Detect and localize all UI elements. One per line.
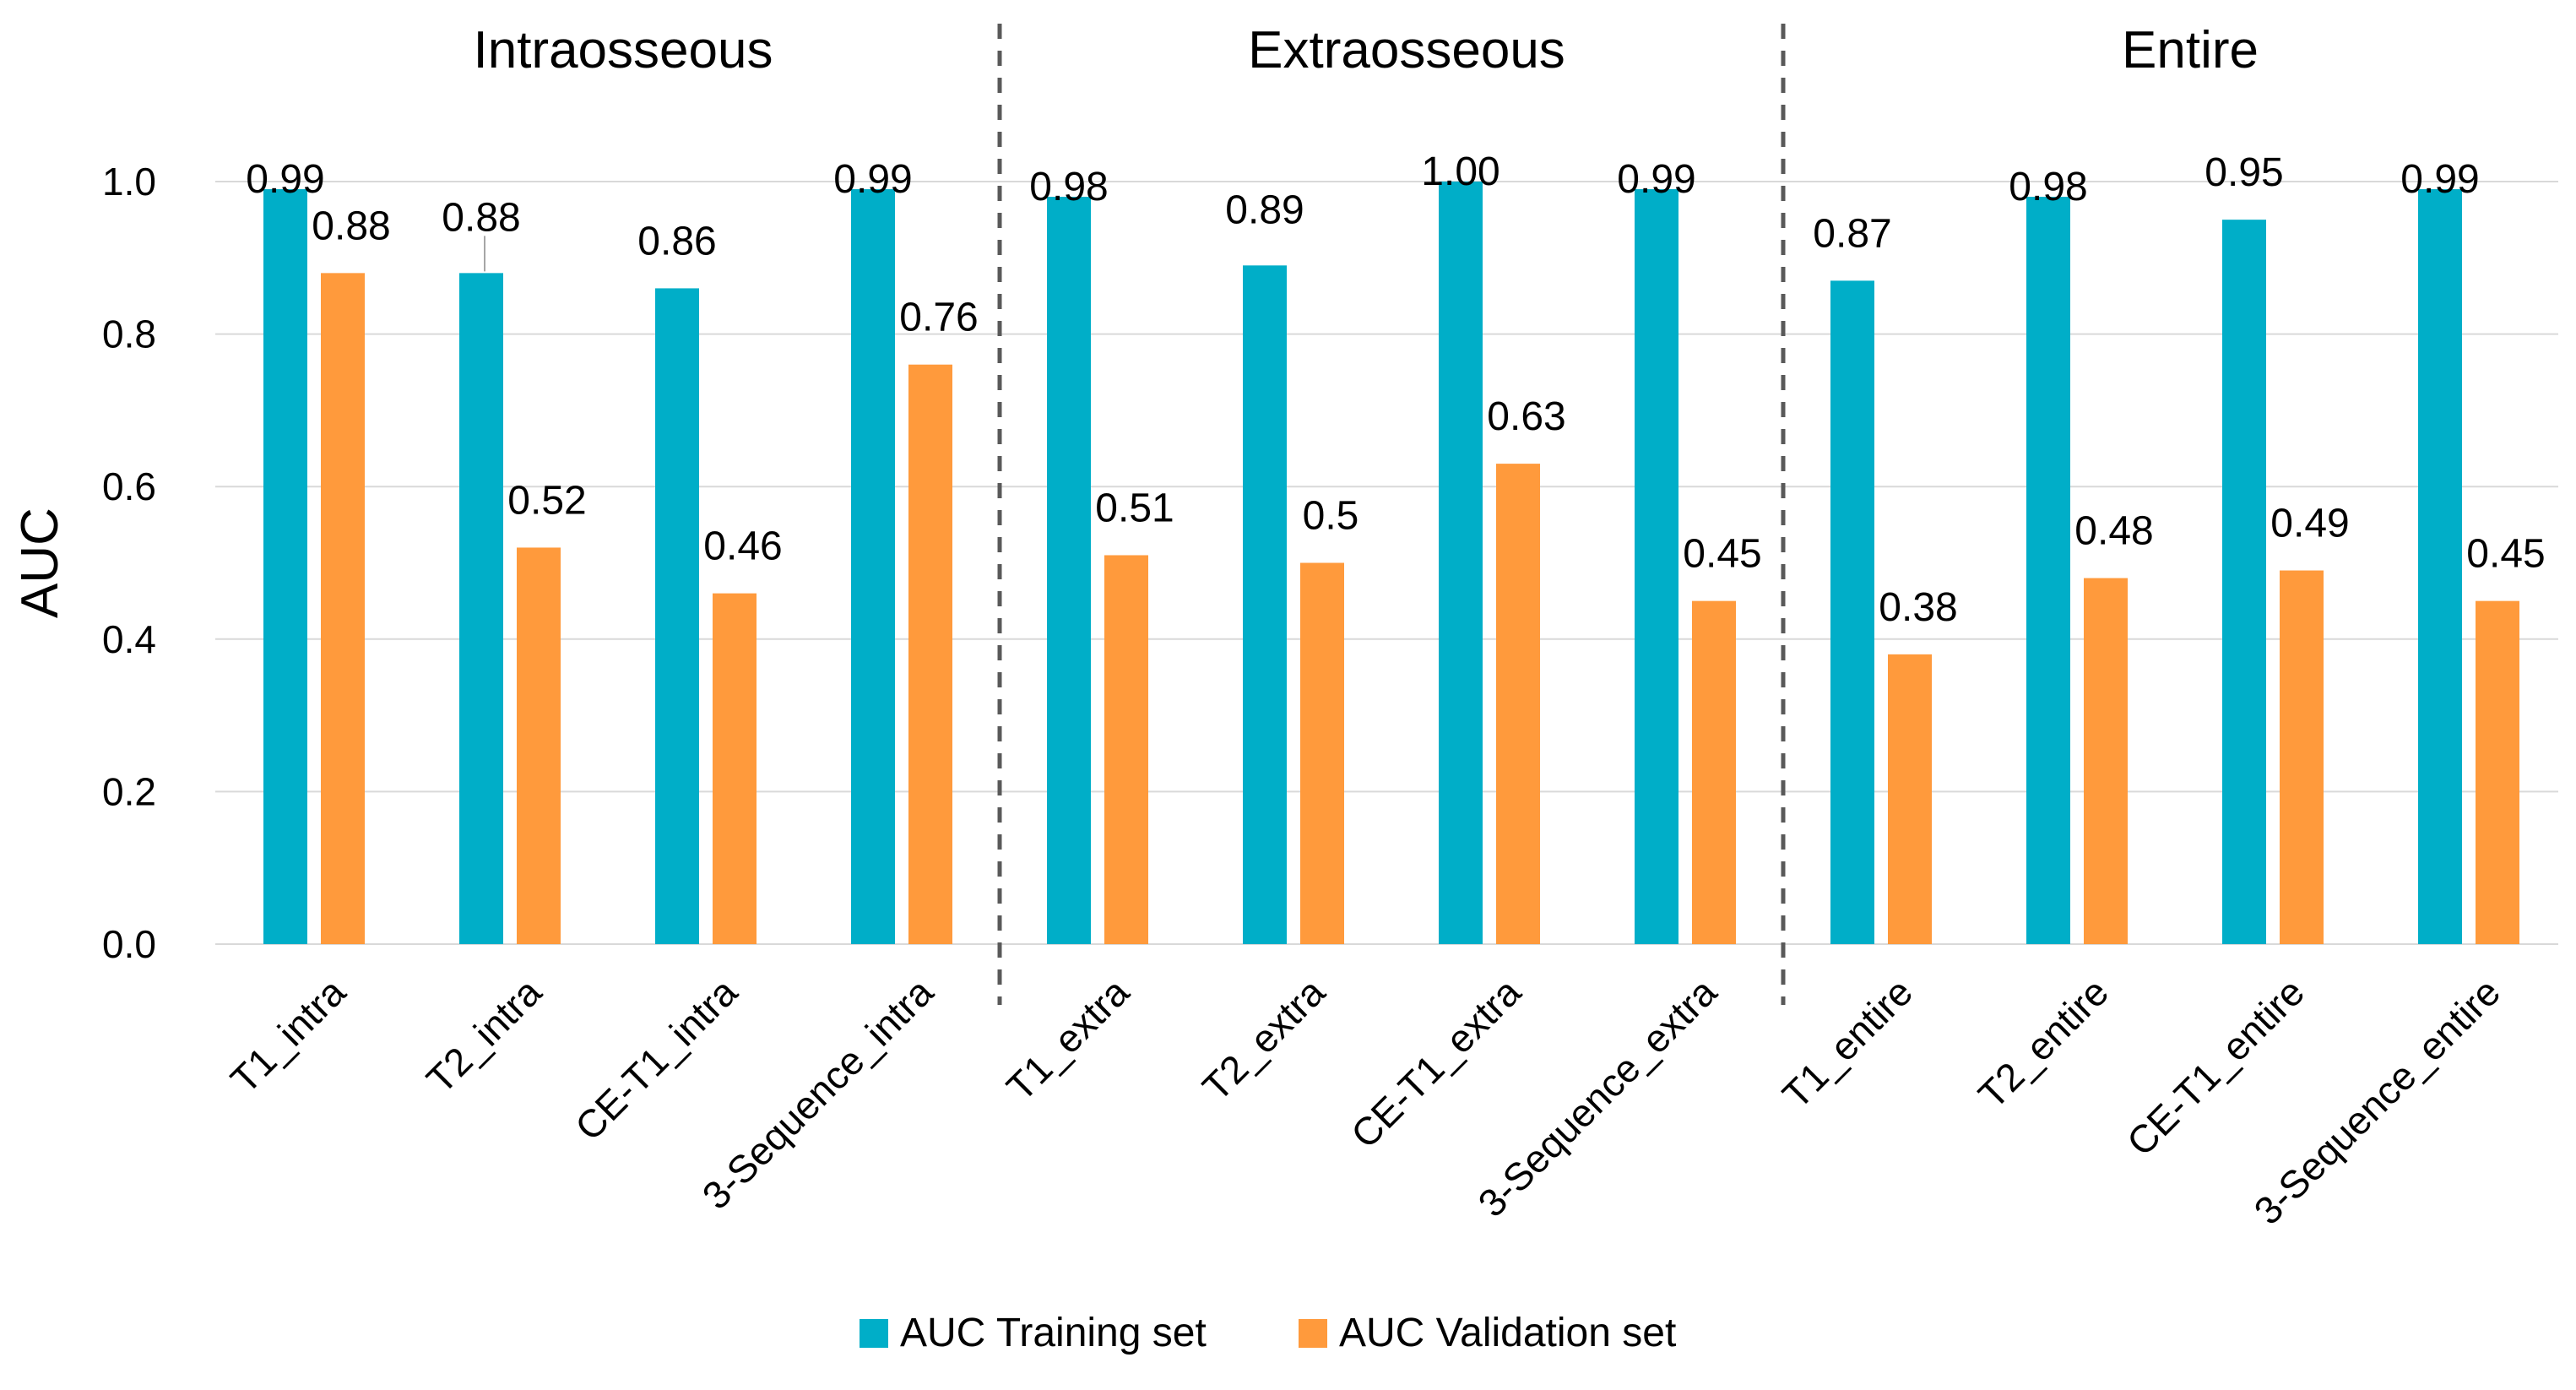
data-label-training: 0.99: [833, 157, 912, 202]
data-label-validation: 0.63: [1487, 394, 1565, 439]
legend-label-training: AUC Training set: [900, 1311, 1207, 1355]
bar-validation: [321, 273, 365, 944]
bar-validation: [1692, 600, 1736, 944]
data-label-validation: 0.49: [2270, 502, 2349, 546]
y-axis-title: AUC: [11, 508, 69, 618]
x-tick-label: T2_extra: [1194, 969, 1333, 1109]
bar-training: [851, 189, 895, 944]
data-label-validation: 0.48: [2074, 509, 2153, 554]
data-label-training: 0.99: [2400, 157, 2479, 202]
x-tick-label: T2_intra: [418, 969, 550, 1101]
y-tick-label: 0.4: [102, 617, 156, 661]
bar-training: [2222, 220, 2266, 944]
data-label-training: 0.89: [1225, 187, 1304, 232]
bar-training: [1439, 182, 1483, 944]
bar-training: [1243, 265, 1287, 945]
legend-swatch-training: [860, 1319, 888, 1348]
bar-training: [1635, 189, 1678, 944]
y-tick-label: 0.8: [102, 312, 156, 356]
data-label-training: 0.88: [442, 195, 520, 240]
bar-validation: [2476, 600, 2519, 944]
data-label-training: 0.98: [2009, 165, 2087, 209]
bar-validation: [1104, 555, 1148, 944]
data-label-training: 0.87: [1813, 211, 1891, 256]
data-label-training: 0.86: [637, 219, 716, 263]
bar-training: [1830, 280, 1874, 944]
data-label-validation: 0.45: [2466, 532, 2545, 577]
data-label-validation: 0.46: [703, 524, 782, 569]
x-tick-label: CE-T1_intra: [567, 969, 746, 1148]
bar-training: [2026, 197, 2070, 944]
bar-validation: [1888, 654, 1932, 944]
legend: AUC Training set AUC Validation set: [860, 1311, 1676, 1355]
data-label-validation: 0.52: [507, 478, 586, 523]
x-tick-label: T1_intra: [222, 969, 354, 1101]
y-tick-label: 0.0: [102, 922, 156, 966]
bar-validation: [908, 364, 952, 945]
bar-training: [1047, 197, 1091, 944]
section-titles: Intraosseous Extraosseous Entire: [474, 21, 2259, 79]
bars: [263, 182, 2519, 945]
data-label-validation: 0.88: [312, 204, 390, 248]
data-label-training: 0.99: [246, 157, 324, 202]
bar-training: [655, 288, 699, 944]
section-title: Extraosseous: [1248, 21, 1565, 79]
section-title: Intraosseous: [474, 21, 773, 79]
bar-validation: [517, 547, 561, 944]
section-title: Entire: [2122, 21, 2259, 79]
x-tick-label: CE-T1_extra: [1342, 969, 1529, 1156]
legend-label-validation: AUC Validation set: [1339, 1311, 1676, 1355]
y-tick-label: 0.2: [102, 769, 156, 813]
bar-training: [263, 189, 307, 944]
bar-validation: [2280, 570, 2324, 944]
data-label-training: 0.99: [1617, 157, 1695, 202]
bar-validation: [713, 593, 757, 944]
section-dividers: [997, 24, 1786, 1005]
gridlines: [215, 181, 2558, 945]
legend-swatch-validation: [1299, 1319, 1327, 1348]
x-tick-label: T2_entire: [1970, 969, 2117, 1116]
bar-validation: [1496, 464, 1540, 944]
y-tick-label: 0.6: [102, 464, 156, 508]
data-label-validation: 0.38: [1879, 585, 1957, 630]
bar-validation: [2084, 578, 2128, 944]
bar-training: [2418, 189, 2462, 944]
data-label-validation: 0.45: [1683, 532, 1761, 577]
data-label-training: 0.98: [1029, 165, 1108, 209]
data-label-training: 1.00: [1421, 149, 1500, 194]
data-label-validation: 0.5: [1303, 494, 1359, 539]
x-tick-label: T1_entire: [1774, 969, 1921, 1116]
data-label-validation: 0.51: [1095, 486, 1174, 530]
bar-validation: [1300, 562, 1344, 944]
data-label-validation: 0.76: [899, 296, 978, 340]
x-tick-label: CE-T1_entire: [2118, 969, 2313, 1164]
y-tick-label: 1.0: [102, 160, 156, 204]
x-tick-label: T1_extra: [998, 969, 1137, 1109]
data-label-training: 0.95: [2205, 150, 2283, 195]
data-labels: 0.990.880.860.99 0.980.891.00 0.990.870.98…: [246, 149, 2545, 630]
bar-training: [459, 273, 503, 944]
